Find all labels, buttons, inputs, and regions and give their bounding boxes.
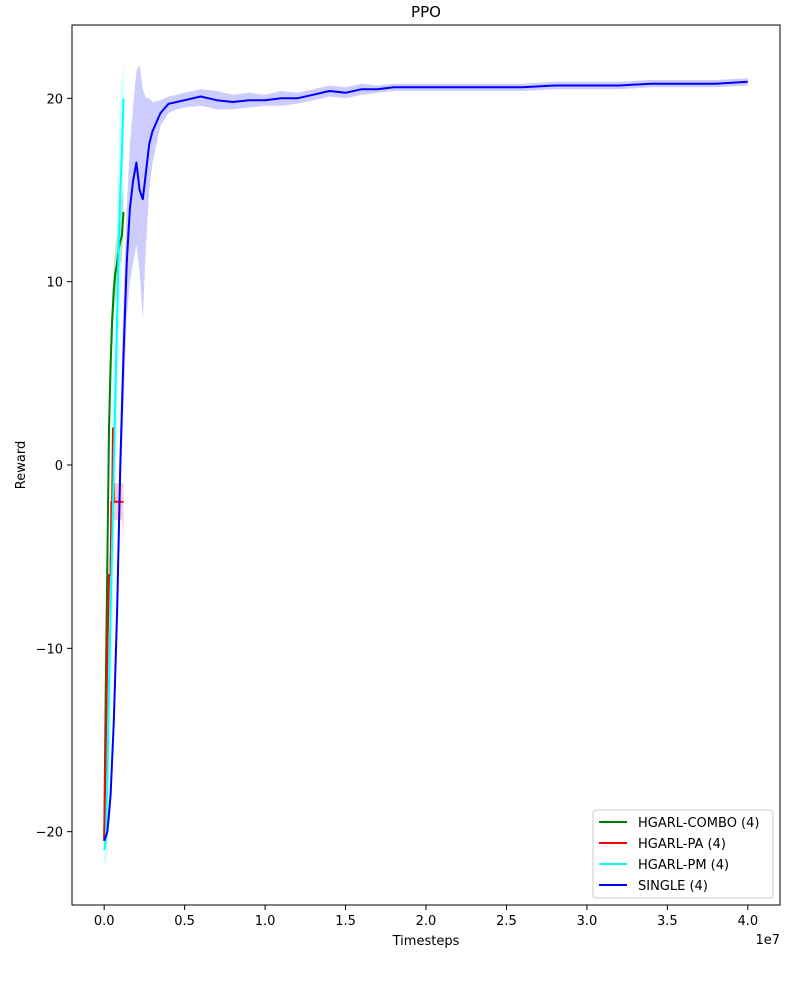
series-3-band — [104, 65, 748, 845]
series-3-line — [103, 80, 748, 842]
x-tick-label: 0.0 — [94, 914, 115, 929]
legend-entry-label: HGARL-PA (4) — [638, 837, 726, 852]
x-tick-label: 2.0 — [416, 914, 437, 929]
legend-entry-label: SINGLE (4) — [638, 879, 708, 894]
legend-entry-label: HGARL-COMBO (4) — [638, 816, 759, 831]
y-axis-label: Reward — [14, 441, 29, 489]
legend-entry-label: HGARL-PM (4) — [638, 858, 729, 873]
x-tick-label: 1.5 — [335, 914, 356, 929]
plot-frame — [71, 24, 781, 906]
x-axis-label: Timesteps — [392, 934, 460, 949]
y-tick-label: −10 — [36, 642, 63, 657]
x-tick-label: 3.0 — [577, 914, 598, 929]
chart-title: PPO — [411, 3, 441, 21]
x-tick-label: 1.0 — [255, 914, 276, 929]
legend-box — [592, 809, 774, 899]
y-tick-label: 0 — [55, 459, 63, 474]
x-tick-label: 2.5 — [496, 914, 517, 929]
x-axis-offset-label: 1e7 — [755, 933, 780, 948]
x-tick-label: 3.5 — [657, 914, 678, 929]
series-bands — [104, 61, 748, 869]
x-tick-label: 4.0 — [737, 914, 758, 929]
series-lines — [103, 80, 748, 851]
series-0-line — [103, 211, 125, 841]
x-tick-label: 0.5 — [174, 914, 195, 929]
y-tick-label: −20 — [36, 826, 63, 841]
legend: HGARL-COMBO (4) HGARL-PA (4) HGARL-PM (4) S… — [592, 809, 774, 899]
y-tick-label: 20 — [46, 92, 63, 107]
x-axis: 0.0 0.5 1.0 1.5 2.0 2.5 3.0 3.5 4.0 — [94, 905, 758, 929]
y-tick-label: 10 — [46, 276, 63, 291]
series-2-line — [103, 98, 125, 851]
y-axis: −20 −10 0 10 20 — [36, 92, 72, 841]
